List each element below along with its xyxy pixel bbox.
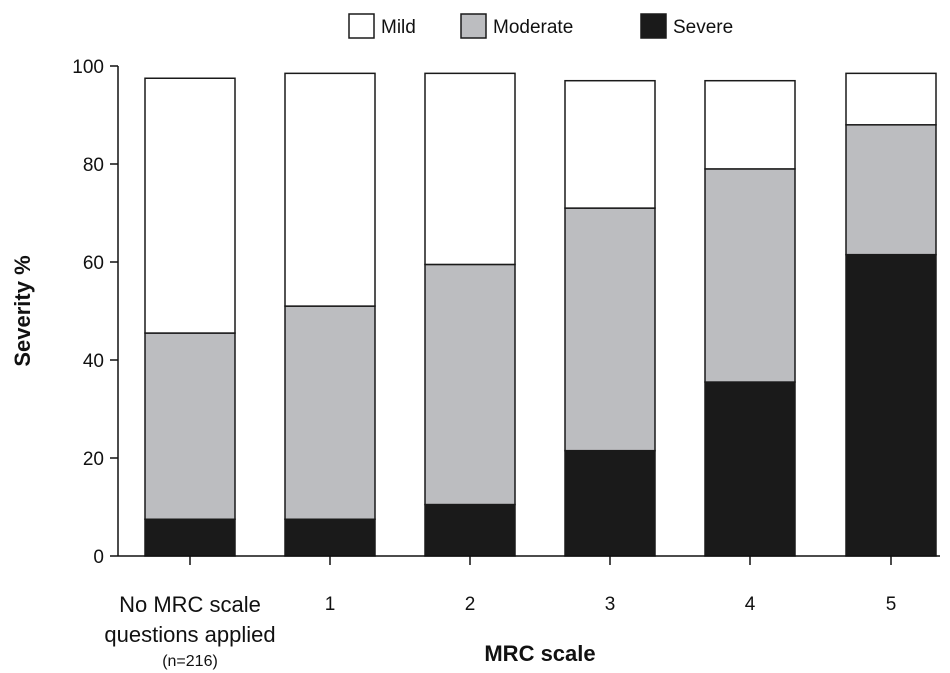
bar-severe-4: [704, 381, 796, 557]
bar-moderate-0: [144, 332, 236, 520]
bar-severe-1: [284, 518, 376, 557]
x-tick-label: 1: [325, 594, 336, 615]
bar-mild-0: [144, 77, 236, 334]
y-tick-label: 0: [93, 547, 104, 568]
bar-severe-2: [424, 503, 516, 557]
y-axis-title: Severity %: [10, 255, 35, 366]
y-tick-label: 60: [83, 253, 104, 274]
legend-label-severe: Severe: [673, 17, 733, 38]
bar-mild-4: [704, 79, 796, 170]
legend-swatch-moderate: [460, 13, 487, 39]
legend: Mild Moderate Severe: [348, 13, 733, 39]
legend-label-mild: Mild: [381, 17, 416, 38]
x-tick-label: No MRC scale questions applied: [104, 592, 275, 647]
bar-severe-0: [144, 518, 236, 557]
y-tick-label: 40: [83, 351, 104, 372]
legend-swatch-severe: [640, 13, 667, 39]
y-tick-label: 100: [72, 57, 104, 78]
bar-moderate-4: [704, 168, 796, 383]
x-axis-title: MRC scale: [484, 641, 595, 666]
bar-moderate-5: [845, 124, 937, 256]
bar-mild-2: [424, 72, 516, 266]
bar-moderate-2: [424, 263, 516, 506]
bar-severe-5: [845, 253, 937, 557]
bar-severe-3: [564, 449, 656, 557]
bar-moderate-3: [564, 207, 656, 452]
legend-label-moderate: Moderate: [493, 17, 573, 38]
bar-moderate-1: [284, 305, 376, 520]
y-tick-label: 80: [83, 155, 104, 176]
x-axis: No MRC scale questions applied (n=216) 1 2 3 4…: [104, 555, 940, 670]
plot-area: [144, 72, 937, 557]
y-axis: 0 20 40 60 80 100: [72, 57, 119, 568]
x-tick-label: 4: [745, 594, 756, 615]
bar-mild-3: [564, 79, 656, 209]
x-tick-label: 3: [605, 594, 616, 615]
legend-swatch-mild: [348, 13, 375, 39]
x-tick-label: 5: [886, 594, 897, 615]
x-tick-label: 2: [465, 594, 476, 615]
bar-mild-5: [845, 72, 937, 126]
y-tick-label: 20: [83, 449, 104, 470]
bar-mild-1: [284, 72, 376, 307]
x-tick-sublabel: (n=216): [162, 653, 218, 670]
